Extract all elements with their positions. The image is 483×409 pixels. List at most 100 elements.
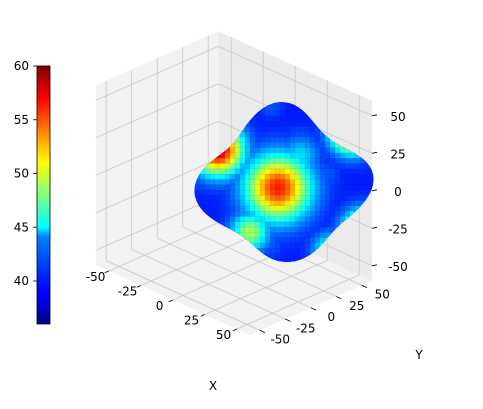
surface-facet: [299, 216, 306, 223]
surface-facet: [304, 232, 311, 239]
surface-facet: [234, 226, 241, 233]
surface-facet: [314, 179, 321, 186]
surface-facet: [274, 200, 281, 207]
surface-facet: [369, 168, 374, 175]
surface-facet: [324, 189, 331, 196]
surface-facet: [279, 131, 286, 138]
surface-facet: [324, 157, 331, 164]
surface-facet: [334, 189, 341, 196]
colorbar-tick-label: 45: [14, 220, 29, 234]
surface-facet: [309, 152, 316, 159]
surface-facet: [289, 163, 296, 170]
surface-facet: [269, 210, 276, 217]
surface-facet: [299, 200, 306, 207]
z-tick-mark: [371, 114, 378, 117]
surface-facet: [219, 168, 226, 175]
z-tick-label: -25: [388, 222, 408, 236]
surface-facet: [304, 216, 311, 223]
surface-facet: [289, 184, 296, 191]
surface-facet: [359, 184, 366, 191]
surface-facet: [259, 232, 266, 239]
surface-facet: [274, 247, 281, 254]
surface-facet: [299, 232, 306, 239]
surface-facet: [264, 152, 271, 159]
surface-facet: [194, 184, 201, 191]
surface-facet: [329, 184, 336, 191]
surface-facet: [274, 189, 281, 196]
surface-facet: [304, 221, 311, 228]
surface-facet: [244, 189, 251, 196]
surface-facet: [344, 200, 351, 207]
surface-facet: [239, 210, 246, 217]
surface-facet: [269, 126, 276, 133]
surface-facet: [314, 237, 321, 244]
surface-facet: [314, 216, 321, 223]
surface-facet: [344, 195, 351, 202]
surface-facet: [239, 136, 246, 143]
surface-facet: [264, 216, 271, 223]
surface-facet: [219, 210, 226, 217]
surface-facet: [219, 173, 226, 180]
surface-facet: [349, 163, 356, 170]
surface-facet: [229, 216, 236, 223]
surface-facet: [314, 147, 321, 154]
surface-facet: [249, 142, 256, 149]
surface-facet: [284, 136, 291, 143]
surface-facet: [289, 110, 296, 117]
surface-facet: [334, 163, 341, 170]
surface-facet: [214, 179, 221, 186]
surface-facet: [229, 157, 236, 164]
surface-facet: [254, 142, 261, 149]
surface-facet: [359, 173, 366, 180]
surface-facet: [294, 179, 301, 186]
surface-facet: [329, 168, 336, 175]
surface-facet: [314, 131, 321, 138]
surface-facet: [269, 115, 276, 122]
surface-facet: [264, 232, 271, 239]
surface-facet: [299, 173, 306, 180]
surface-facet: [329, 200, 336, 207]
surface-facet: [279, 195, 286, 202]
surface-facet: [254, 216, 261, 223]
surface-facet: [274, 163, 281, 170]
surface-facet: [309, 242, 316, 249]
surface-facet: [294, 120, 301, 127]
surface-facet: [375, 190, 380, 196]
surface-facet: [309, 179, 316, 186]
wall-grid-z: [95, 45, 219, 101]
surface-facet: [304, 184, 311, 191]
surface-facet: [289, 168, 296, 175]
surface-facet: [294, 136, 301, 143]
surface-facet: [314, 157, 321, 164]
surface-facet: [259, 226, 266, 233]
surface-facet: [204, 205, 211, 212]
surface-facet: [299, 147, 306, 154]
surface-facet: [314, 226, 321, 233]
surface-facet: [259, 147, 266, 154]
surface-facet: [254, 115, 261, 122]
surface-facet: [344, 184, 351, 191]
z-tick-mark: [371, 226, 378, 229]
surface-facet: [249, 232, 256, 239]
surface-facet: [244, 173, 251, 180]
wall-grid-z: [95, 158, 219, 214]
surface-facet: [304, 131, 311, 138]
surface-facet: [269, 157, 276, 164]
surface-facet: [199, 173, 206, 180]
surface-facet: [294, 247, 301, 254]
surface-facet: [274, 205, 281, 212]
surface-facet: [314, 142, 321, 149]
surface-facet: [319, 168, 326, 175]
surface-facet: [279, 105, 286, 112]
surface-facet: [259, 126, 266, 133]
surface-facet: [309, 189, 316, 196]
surface-facet: [264, 195, 271, 202]
surface-facet: [319, 216, 326, 223]
surface-facet: [314, 152, 321, 159]
surface-facet: [224, 195, 231, 202]
surface-facet: [209, 179, 216, 186]
surface-facet: [199, 189, 206, 196]
surface-facet: [344, 168, 351, 175]
surface-facet: [259, 131, 266, 138]
surface-facet: [279, 173, 286, 180]
